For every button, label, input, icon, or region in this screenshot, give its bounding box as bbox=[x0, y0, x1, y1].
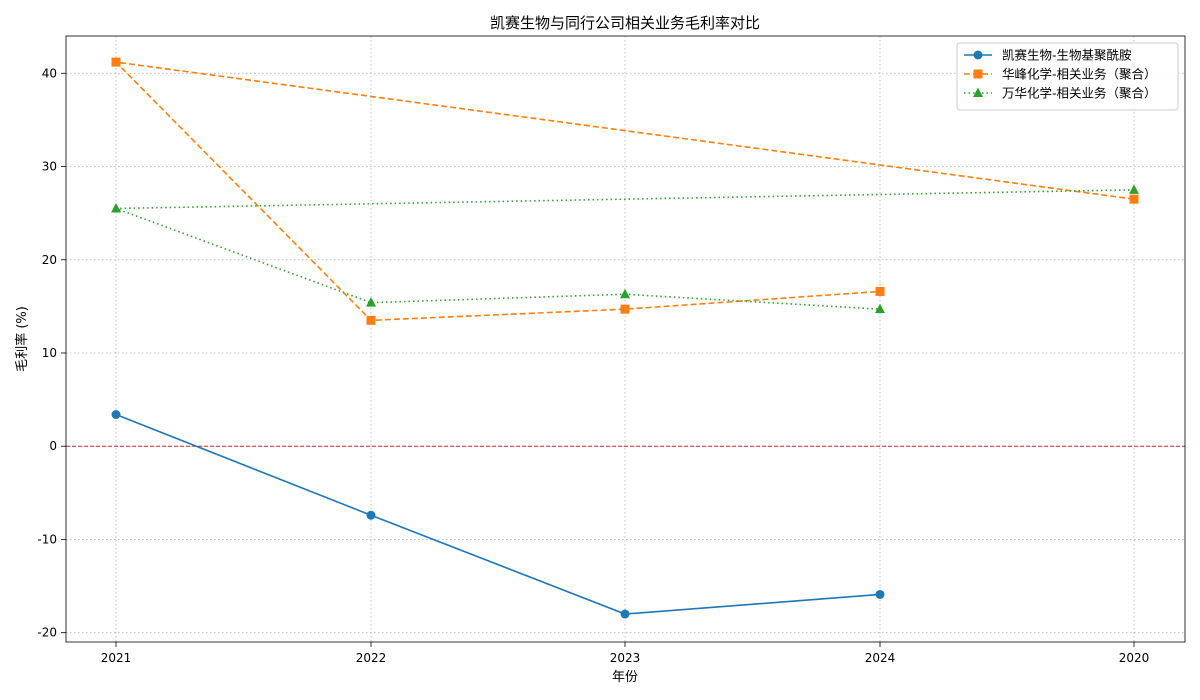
data-point bbox=[620, 288, 630, 299]
legend-label: 华峰化学-相关业务（聚合） bbox=[1002, 67, 1157, 82]
series-line bbox=[115, 189, 1135, 310]
data-point bbox=[875, 286, 885, 296]
series-layer bbox=[111, 57, 1139, 619]
legend-label: 凯赛生物-生物基聚酰胺 bbox=[1002, 48, 1132, 63]
y-tick-label: -10 bbox=[37, 532, 57, 546]
chart-title: 凯赛生物与同行公司相关业务毛利率对比 bbox=[490, 14, 760, 32]
data-point bbox=[366, 510, 376, 520]
legend-box bbox=[956, 42, 1179, 111]
series-3 bbox=[111, 184, 1139, 314]
data-point bbox=[1129, 184, 1139, 194]
data-point bbox=[366, 297, 376, 307]
x-tick-label: 2022 bbox=[356, 651, 387, 665]
axes: 2021 2022 2023 2024 2020 -20 -10 0 10 20 30 40 bbox=[37, 35, 1186, 665]
legend-marker bbox=[973, 50, 983, 60]
y-tick-label: 40 bbox=[42, 66, 57, 80]
data-point bbox=[111, 57, 121, 67]
x-tick-label: 2024 bbox=[865, 651, 896, 665]
data-point bbox=[620, 609, 630, 619]
legend-entry-1: 凯赛生物-生物基聚酰胺 bbox=[964, 48, 1132, 63]
y-tick-label: 30 bbox=[42, 160, 57, 174]
legend-label: 万华化学-相关业务（聚合） bbox=[1002, 86, 1157, 101]
legend-entry-2: 华峰化学-相关业务（聚合） bbox=[964, 67, 1157, 82]
data-point bbox=[1129, 194, 1139, 204]
legend-entry-3: 万华化学-相关业务（聚合） bbox=[964, 86, 1157, 101]
data-point bbox=[620, 304, 630, 314]
series-1 bbox=[111, 410, 885, 619]
y-axis-label: 毛利率 (%) bbox=[14, 306, 30, 372]
y-tick-label: -20 bbox=[37, 626, 57, 640]
x-tick-label: 2023 bbox=[610, 651, 641, 665]
y-tick-label: 0 bbox=[49, 439, 57, 453]
grid bbox=[66, 36, 1185, 642]
y-tick-label: 20 bbox=[42, 253, 57, 267]
data-point bbox=[111, 410, 121, 420]
legend-marker bbox=[973, 69, 983, 79]
data-point bbox=[111, 202, 121, 213]
series-2 bbox=[111, 57, 1139, 325]
data-point bbox=[875, 589, 885, 599]
series-line bbox=[115, 413, 881, 615]
x-tick-label: 2021 bbox=[101, 651, 132, 665]
y-tick-label: 10 bbox=[42, 346, 57, 360]
data-point bbox=[366, 315, 376, 325]
x-axis-label: 年份 bbox=[612, 670, 638, 685]
plot-frame bbox=[65, 35, 1186, 643]
legend-marker bbox=[973, 87, 983, 97]
data-point bbox=[875, 303, 885, 314]
x-tick-label: 2020 bbox=[1119, 651, 1150, 665]
